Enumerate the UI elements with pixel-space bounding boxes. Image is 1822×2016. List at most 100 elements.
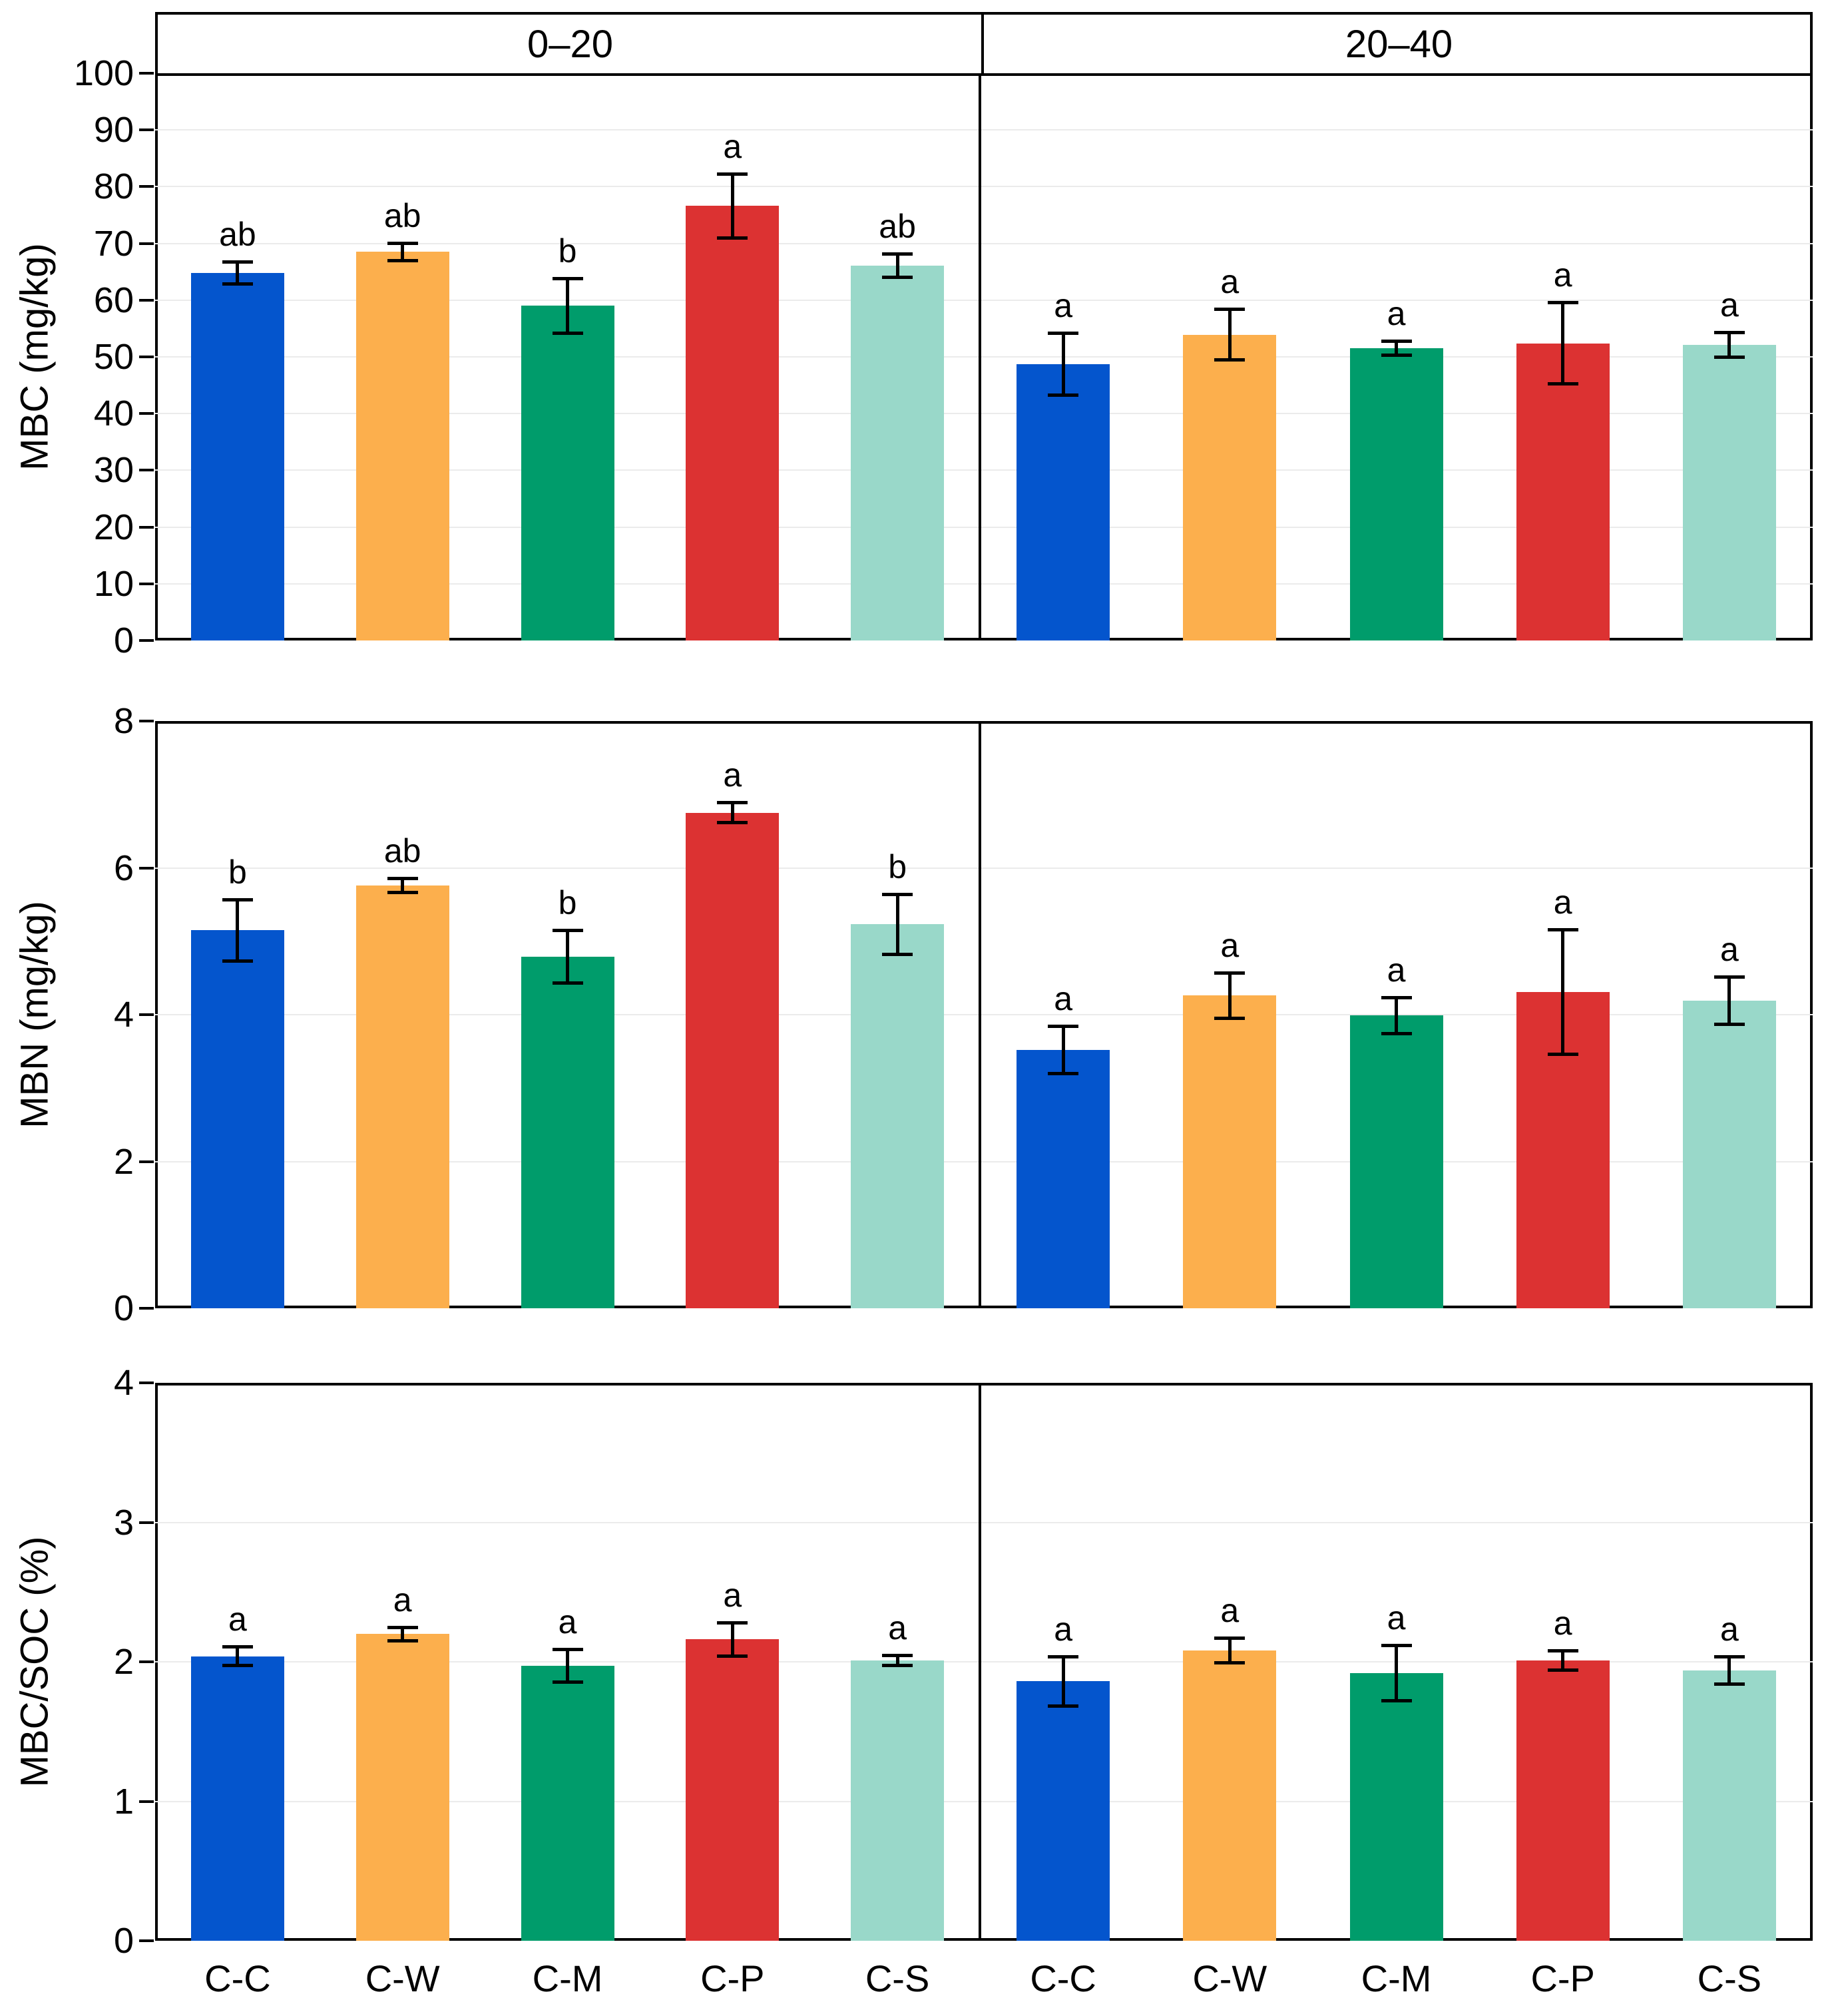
bar-C-S xyxy=(851,924,945,1308)
error-bar-cap-top xyxy=(1214,1637,1246,1640)
grid-line xyxy=(155,1800,1813,1802)
sig-letter: a xyxy=(1387,295,1406,333)
sig-letter: a xyxy=(558,1603,577,1641)
y-tick-label: 4 xyxy=(113,995,134,1035)
sig-letter: b xyxy=(558,232,577,270)
error-bar-cap-bottom xyxy=(387,890,418,894)
y-tick-mark xyxy=(139,1939,154,1942)
error-bar-cap-top xyxy=(1547,928,1578,932)
error-bar-cap-bottom xyxy=(1381,1698,1412,1702)
y-tick-label: 100 xyxy=(73,53,134,93)
facet-header-left: 0–20 xyxy=(527,22,614,66)
error-bar-cap-top xyxy=(387,241,418,245)
error-bar-cap-top xyxy=(1048,1024,1079,1028)
y-tick-mark xyxy=(139,639,154,642)
error-bar-cap-top xyxy=(717,172,748,176)
error-bar-cap-bottom xyxy=(1713,1682,1745,1686)
bar-C-C xyxy=(1017,1049,1110,1308)
y-tick-label: 0 xyxy=(113,1288,134,1328)
y-tick-label: 80 xyxy=(93,166,134,207)
error-bar-cap-bottom xyxy=(1547,381,1578,385)
facet-divider xyxy=(979,721,981,1308)
error-bar-cap-bottom xyxy=(1381,354,1412,358)
y-tick-mark xyxy=(139,1013,154,1016)
error-bar-cap-bottom xyxy=(1547,1668,1578,1672)
error-bar-cap-bottom xyxy=(552,981,583,985)
error-bar-cap-bottom xyxy=(1048,1704,1079,1708)
error-bar xyxy=(566,1649,569,1683)
y-tick-mark xyxy=(139,72,154,75)
y-tick-mark xyxy=(139,128,154,132)
bar-C-W xyxy=(1183,1650,1277,1941)
error-bar xyxy=(1727,332,1731,358)
error-bar-cap-top xyxy=(552,1648,583,1652)
bar-C-P xyxy=(686,206,780,640)
error-bar xyxy=(1561,1650,1565,1670)
grid-line xyxy=(155,526,1813,528)
error-bar-cap-top xyxy=(882,252,913,256)
error-bar xyxy=(1727,1656,1731,1684)
y-tick-label: 8 xyxy=(113,701,134,741)
facet-divider xyxy=(979,1383,981,1941)
grid-line xyxy=(155,299,1813,301)
sig-letter: a xyxy=(1719,286,1739,324)
y-tick-mark xyxy=(139,185,154,188)
y-tick-mark xyxy=(139,525,154,529)
y-tick-label: 20 xyxy=(93,507,134,547)
error-bar xyxy=(1727,976,1731,1025)
x-category-label: C-C xyxy=(1030,1957,1096,1999)
error-bar-cap-top xyxy=(222,260,253,264)
error-bar-cap-top xyxy=(1214,971,1246,975)
error-bar-cap-bottom xyxy=(882,1664,913,1668)
error-bar xyxy=(236,899,240,961)
error-bar-cap-top xyxy=(882,1653,913,1657)
sig-letter: a xyxy=(1719,1610,1739,1648)
sig-letter: a xyxy=(723,127,742,165)
bar-C-W xyxy=(1183,334,1277,640)
bar-C-P xyxy=(686,1639,780,1941)
sig-letter: ab xyxy=(383,832,421,870)
y-tick-mark xyxy=(139,1160,154,1163)
error-bar xyxy=(236,261,240,284)
x-category-label: C-C xyxy=(204,1957,271,1999)
grid-line xyxy=(155,583,1813,585)
grid-line xyxy=(155,1160,1813,1162)
bar-C-W xyxy=(355,885,449,1308)
y-tick-mark xyxy=(139,298,154,302)
error-bar-cap-top xyxy=(1048,332,1079,336)
y-tick-label: 2 xyxy=(113,1141,134,1182)
y-tick-mark xyxy=(139,356,154,358)
error-bar-cap-top xyxy=(387,876,418,880)
y-tick-mark xyxy=(139,720,154,722)
error-bar xyxy=(401,1627,405,1641)
error-bar-cap-bottom xyxy=(717,236,748,240)
sig-letter: a xyxy=(1054,287,1072,325)
bar-C-S xyxy=(1682,345,1776,640)
sig-letter: a xyxy=(1387,1599,1406,1637)
error-bar-cap-bottom xyxy=(882,952,913,956)
error-bar xyxy=(1228,309,1232,361)
sig-letter: a xyxy=(1220,1592,1240,1630)
bar-C-C xyxy=(190,930,284,1308)
error-bar xyxy=(1395,341,1398,356)
error-bar xyxy=(1061,1656,1065,1707)
error-bar xyxy=(895,894,899,955)
error-bar-cap-top xyxy=(552,929,583,933)
x-category-label: C-W xyxy=(1192,1957,1267,1999)
error-bar xyxy=(1228,973,1232,1019)
y-tick-mark xyxy=(139,469,154,472)
bar-C-M xyxy=(1349,1015,1443,1308)
sig-letter: a xyxy=(1054,979,1072,1017)
error-bar xyxy=(566,278,569,334)
error-bar-cap-bottom xyxy=(552,1680,583,1684)
error-bar xyxy=(1561,302,1565,384)
error-bar xyxy=(895,253,899,278)
sig-letter: b xyxy=(888,848,907,886)
bar-C-C xyxy=(190,272,284,640)
error-bar-cap-top xyxy=(222,1644,253,1648)
facet-header-band: 0–20 20–40 xyxy=(155,12,1813,76)
error-bar-cap-top xyxy=(222,897,253,901)
bar-C-M xyxy=(1349,1672,1443,1941)
error-bar xyxy=(236,1646,240,1666)
facet-header-right: 20–40 xyxy=(1345,22,1453,66)
